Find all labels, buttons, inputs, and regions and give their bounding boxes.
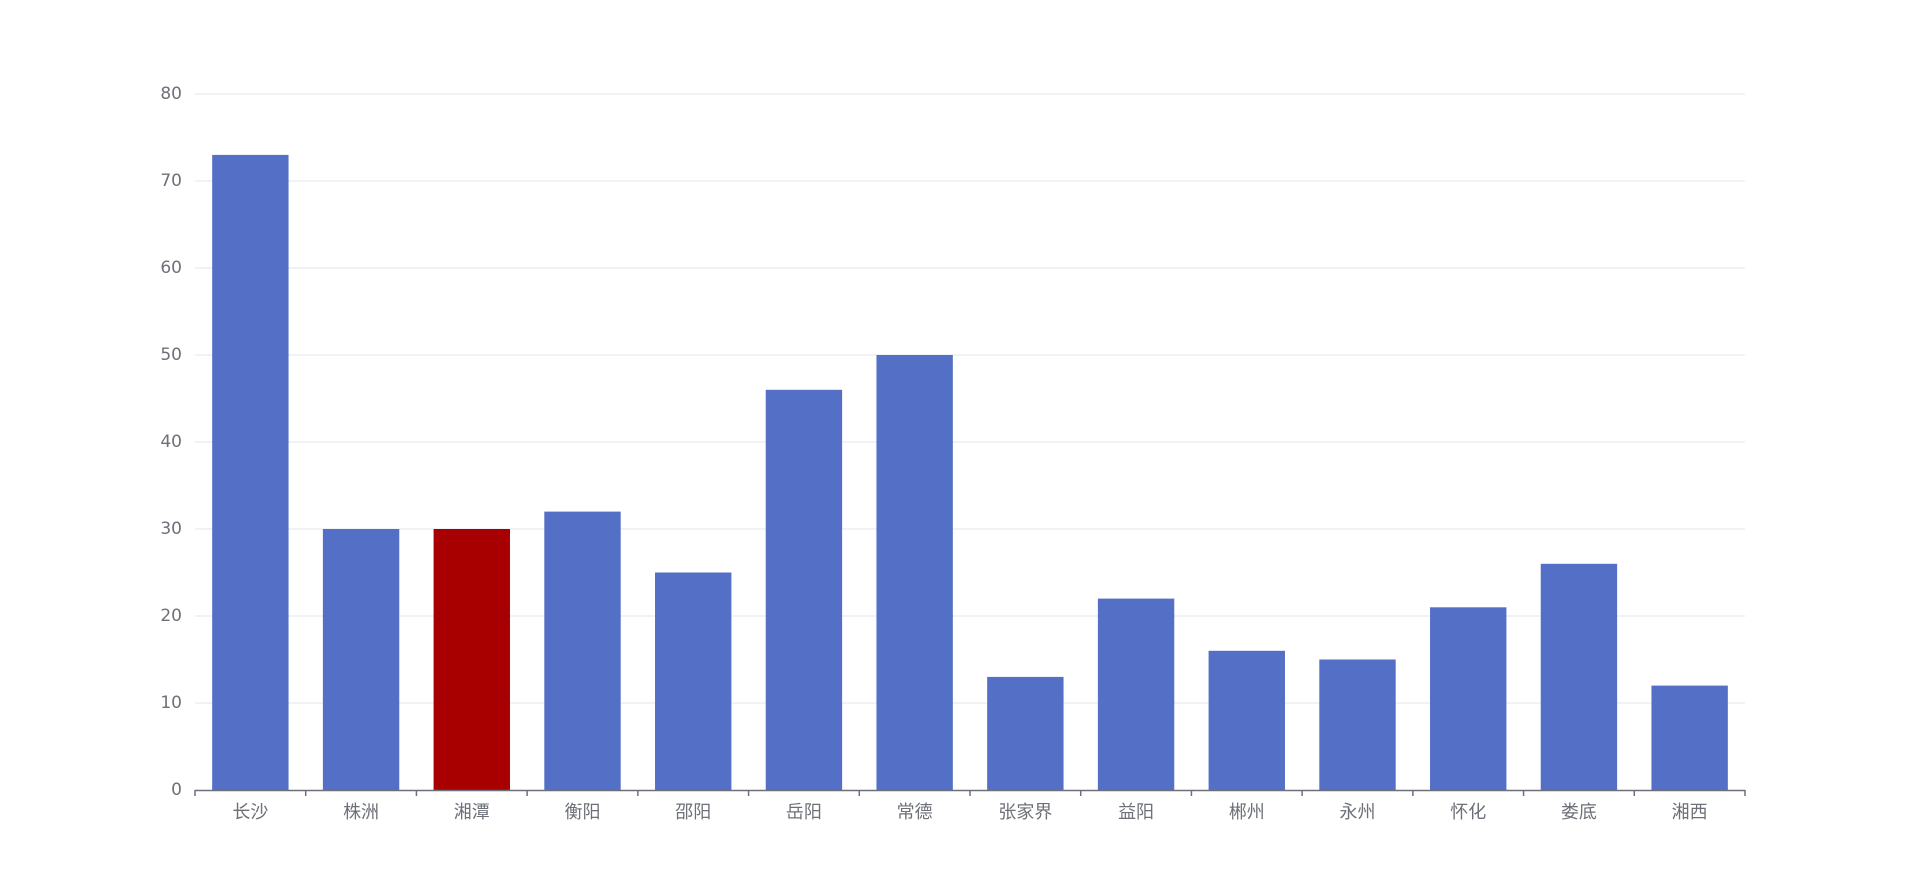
x-axis [194, 789, 1746, 796]
bar-6 [876, 355, 953, 790]
x-tick-label: 郴州 [1229, 802, 1265, 823]
x-tick-label: 娄底 [1561, 802, 1597, 823]
x-tick-label: 株洲 [343, 802, 379, 823]
bars [212, 154, 1728, 790]
bar-11 [1430, 607, 1507, 790]
x-tick-label: 湘西 [1672, 802, 1708, 823]
y-tick-label: 0 [171, 780, 182, 800]
x-tick-label: 邵阳 [675, 802, 711, 823]
x-tick-label: 常德 [897, 802, 933, 823]
grid-lines [195, 93, 1745, 704]
x-axis-labels: 长沙 株洲 湘潭 衡阳 邵阳 岳阳 常德 张家界 益阳 郴州 永州 怀化 娄底 湘西 [232, 802, 1707, 823]
bar-1 [322, 529, 400, 790]
x-tick-label: 衡阳 [565, 802, 601, 823]
x-tick-label: 张家界 [998, 802, 1052, 823]
x-tick-label: 永州 [1340, 802, 1376, 823]
bar-4 [655, 572, 732, 790]
x-tick-label: 长沙 [232, 802, 268, 823]
y-tick-label: 60 [160, 258, 182, 278]
y-tick-label: 40 [160, 432, 182, 452]
bar-3 [544, 511, 621, 790]
y-tick-label: 70 [160, 171, 182, 191]
bar-12 [1540, 563, 1618, 790]
bar-0 [212, 154, 289, 790]
bar-5 [765, 389, 843, 790]
bar-8 [1097, 598, 1175, 790]
x-tick-label: 岳阳 [786, 802, 822, 823]
y-tick-label: 80 [160, 84, 182, 104]
x-tick-label: 益阳 [1118, 802, 1154, 823]
y-tick-label: 20 [160, 606, 182, 626]
x-tick-label: 湘潭 [454, 802, 490, 823]
y-tick-label: 50 [160, 345, 182, 365]
y-tick-label: 10 [160, 693, 182, 713]
bar-10 [1319, 659, 1396, 790]
y-tick-label: 30 [160, 519, 182, 539]
bar-9 [1208, 650, 1285, 790]
bar-7 [987, 676, 1064, 790]
x-tick-label: 怀化 [1450, 802, 1486, 823]
y-axis-ticks: 0 10 20 30 40 50 60 70 80 [160, 84, 182, 800]
bar-2 [433, 529, 510, 790]
bar-13 [1651, 685, 1728, 790]
